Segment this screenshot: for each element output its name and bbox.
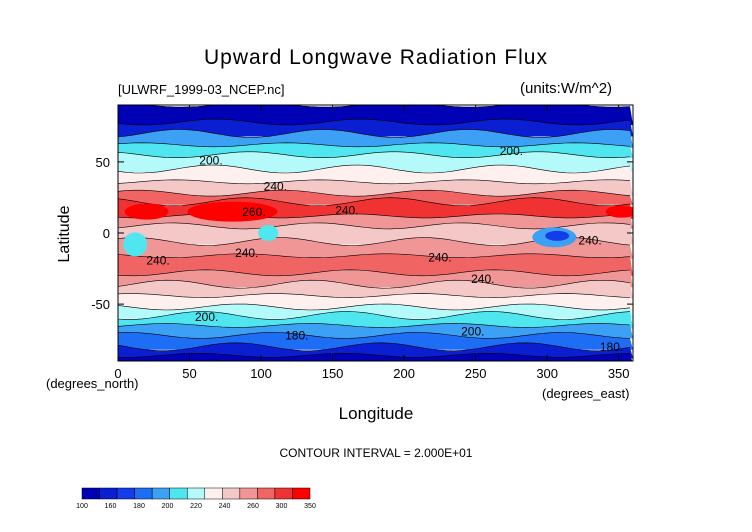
colorbar-swatch — [292, 487, 311, 500]
contour-interval-label: CONTOUR INTERVAL = 2.000E+01 — [279, 446, 473, 460]
flux-minimum — [258, 225, 279, 241]
contour-label: 240. — [428, 250, 451, 264]
contour-label: 180. — [600, 340, 623, 354]
contour-line — [118, 142, 631, 148]
colorbar-label: 180 — [133, 503, 145, 510]
contour-line — [118, 352, 631, 358]
flux-band — [118, 237, 633, 259]
flux-field — [118, 105, 633, 361]
units-label: (units:W/m^2) — [520, 80, 613, 97]
contour-line — [118, 222, 631, 230]
file-label: [ULWRF_1999-03_NCEP.nc] — [118, 82, 285, 97]
contour-label: 240. — [578, 233, 601, 247]
contour-label: 240. — [264, 179, 287, 193]
flux-band — [118, 165, 633, 185]
flux-band — [118, 222, 633, 245]
contour-label: 240. — [471, 272, 494, 286]
contour-label: 200. — [461, 324, 484, 338]
flux-maximum — [187, 201, 278, 222]
contour-line — [118, 342, 631, 352]
y-units-label: (degrees_north) — [46, 376, 139, 391]
colorbar-swatch — [186, 487, 206, 500]
colorbar-swatch — [99, 487, 118, 500]
contour-line — [118, 332, 631, 339]
contour-label: 200. — [199, 154, 222, 168]
colorbar-label: 300 — [276, 503, 288, 510]
flux-band — [118, 311, 633, 329]
colorbar-swatch — [204, 487, 223, 500]
flux-band — [118, 129, 633, 148]
flux-minimum — [123, 232, 148, 257]
flux-minimum — [545, 230, 570, 241]
colorbar-swatch — [239, 487, 258, 500]
colorbar-swatch — [134, 487, 153, 500]
x-axis-label: Longitude — [338, 404, 414, 423]
colorbar-label: 100 — [76, 503, 88, 510]
colorbar: 100 160 180 200 220 240 260 300 350 — [76, 487, 316, 510]
contour-line — [118, 105, 631, 108]
x-tick-label: 350 — [608, 366, 630, 381]
colorbar-label: 240 — [219, 503, 231, 510]
axis-ticks: 0 50 100 150 200 250 300 350 50 0 -50 — [91, 105, 633, 381]
x-tick-label: 150 — [322, 366, 344, 381]
x-tick-label: 200 — [393, 366, 415, 381]
contour-line — [118, 189, 631, 197]
contour-line — [118, 197, 631, 207]
flux-band — [118, 280, 633, 299]
x-tick-label: 250 — [465, 366, 487, 381]
contour-line — [118, 293, 631, 298]
y-tick-label: 50 — [96, 155, 110, 170]
contour-label: 200. — [500, 144, 523, 158]
colorbar-label: 220 — [190, 503, 202, 510]
flux-band — [118, 353, 633, 361]
colorbar-swatch — [257, 487, 276, 500]
contour-line — [118, 303, 631, 311]
contour-line — [118, 118, 631, 126]
x-tick-label: 50 — [182, 366, 196, 381]
colorbar-swatch — [169, 487, 188, 500]
contour-label: 180. — [285, 329, 308, 343]
contour-line — [118, 279, 631, 289]
contour-line — [118, 269, 631, 277]
flux-maximum — [605, 205, 633, 218]
x-tick-label: 300 — [536, 366, 558, 381]
contour-line — [118, 164, 631, 174]
y-tick-label: -50 — [91, 297, 110, 312]
contour-label: 240. — [335, 204, 358, 218]
colorbar-swatch — [151, 487, 170, 500]
colorbar-label: 260 — [247, 503, 259, 510]
contour-label: 200. — [195, 310, 218, 324]
contour-line — [118, 311, 631, 320]
colorbar-label: 350 — [304, 503, 316, 510]
contour-line — [118, 253, 631, 258]
x-units-label: (degrees_east) — [542, 386, 630, 401]
y-tick-label: 0 — [103, 226, 110, 241]
colorbar-label: 160 — [105, 503, 117, 510]
colorbar-swatch — [81, 487, 100, 500]
flux-band — [118, 269, 633, 288]
contour-label: 240. — [235, 246, 258, 260]
x-tick-label: 100 — [250, 366, 272, 381]
contour-label: 260. — [242, 205, 265, 219]
x-tick-label: 0 — [114, 366, 121, 381]
contour-line — [118, 129, 631, 138]
colorbar-swatch — [116, 487, 135, 500]
colorbar-swatch — [274, 487, 293, 500]
flux-maximum — [124, 203, 169, 220]
colorbar-swatch — [222, 487, 241, 500]
contour-labels: 200. 240. 260. 240. 240. 240. 240. 240. 240. 200.… — [146, 144, 623, 354]
colorbar-label: 200 — [162, 503, 174, 510]
chart-title: Upward Longwave Radiation Flux — [203, 46, 548, 69]
contour-line — [118, 323, 631, 328]
contour-label: 240. — [146, 253, 169, 267]
flux-band — [118, 119, 633, 137]
contour-line — [118, 179, 631, 185]
contour-line — [118, 151, 631, 158]
